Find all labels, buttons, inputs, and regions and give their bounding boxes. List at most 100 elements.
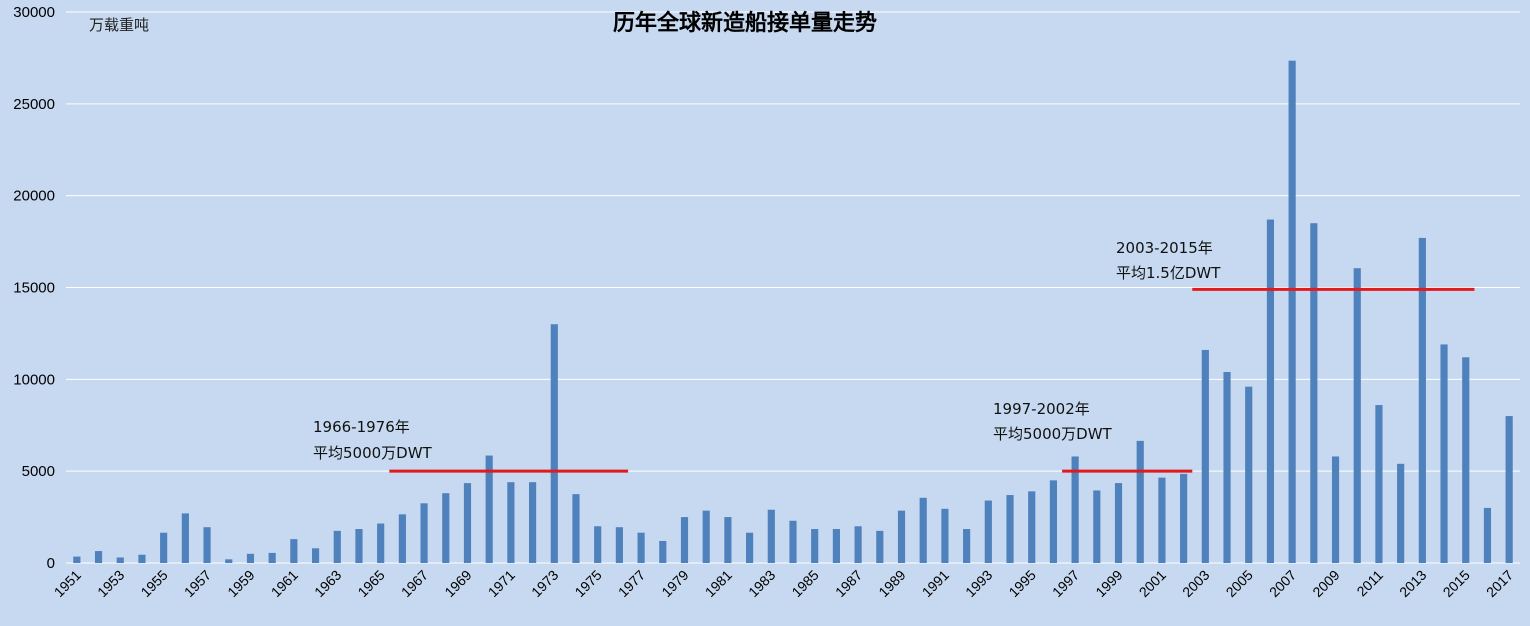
x-tick-label-1973: 1973: [528, 567, 561, 600]
y-tick-label-0: 0: [47, 555, 55, 572]
x-tick-label-2001: 2001: [1136, 567, 1169, 600]
x-tick-label-1969: 1969: [441, 567, 474, 600]
average-lines: [389, 287, 1475, 473]
bar-1990: [919, 497, 927, 563]
bar-2003: [1201, 349, 1209, 563]
bar-1968: [442, 493, 450, 563]
bar-1952: [94, 551, 103, 563]
y-tick-label-25000: 25000: [13, 96, 55, 113]
bar-2015: [1462, 357, 1470, 563]
bar-1989: [897, 510, 906, 563]
bar-2002: [1180, 473, 1188, 563]
bar-1992: [963, 529, 971, 563]
x-tick-label-1975: 1975: [571, 567, 604, 600]
bar-2014: [1440, 344, 1448, 563]
bar-1976: [615, 527, 623, 563]
bar-1984: [789, 520, 797, 563]
x-tick-label-1995: 1995: [1005, 567, 1038, 600]
bar-1959: [246, 553, 255, 563]
bar-1960: [268, 552, 276, 563]
annotation-1-text: 平均5000万DWT: [313, 444, 433, 462]
bar-1970: [485, 455, 493, 563]
bar-1981: [724, 517, 732, 563]
x-tick-label-2017: 2017: [1483, 567, 1516, 600]
bar-1998: [1093, 490, 1101, 563]
bar-2013: [1418, 237, 1426, 563]
y-tick-label-15000: 15000: [13, 280, 55, 297]
bar-1983: [767, 509, 775, 563]
bar-1994: [1006, 495, 1014, 563]
bar-2004: [1223, 371, 1231, 563]
x-tick-label-1965: 1965: [354, 567, 387, 600]
annotation-3-text: 平均1.5亿DWT: [1116, 264, 1221, 282]
x-tick-label-2007: 2007: [1266, 567, 1299, 600]
bar-1991: [941, 508, 949, 563]
bar-1993: [984, 500, 992, 563]
annotation-1-period: 1966-1976年: [313, 418, 410, 436]
bar-1985: [811, 529, 819, 563]
bar-2016: [1483, 507, 1492, 563]
bar-1988: [876, 530, 884, 563]
x-tick-label-1957: 1957: [181, 567, 214, 600]
x-tick-label-1993: 1993: [962, 567, 995, 600]
bar-1975: [594, 526, 602, 563]
bar-1987: [854, 526, 862, 563]
x-axis-ticks: 1951 1953 1955 1957 1959 1961 1963 1965 1967 1969…: [51, 567, 1517, 600]
bar-2009: [1331, 456, 1340, 563]
x-tick-label-1967: 1967: [398, 567, 431, 600]
bar-1957: [203, 527, 211, 563]
x-tick-label-1971: 1971: [485, 567, 518, 600]
x-tick-label-2013: 2013: [1396, 567, 1429, 600]
bar-1986: [832, 529, 840, 563]
x-tick-label-1959: 1959: [224, 567, 257, 600]
x-tick-label-1991: 1991: [919, 567, 952, 600]
bar-1997: [1071, 456, 1079, 563]
bar-2000: [1136, 440, 1144, 563]
bars: [73, 60, 1513, 564]
bar-2011: [1375, 405, 1383, 563]
bar-1978: [659, 540, 667, 563]
bar-1956: [181, 513, 189, 563]
bar-2007: [1288, 60, 1296, 564]
bar-2006: [1266, 219, 1275, 563]
bar-1982: [746, 532, 754, 563]
bar-2008: [1310, 223, 1318, 563]
bar-1958: [225, 559, 233, 563]
bar-1961: [290, 539, 298, 563]
bar-1979: [680, 517, 689, 563]
bar-1962: [311, 548, 320, 563]
x-tick-label-1987: 1987: [832, 567, 865, 600]
annotation-2-text: 平均5000万DWT: [993, 425, 1113, 443]
x-tick-label-1951: 1951: [51, 567, 84, 600]
x-tick-label-1983: 1983: [745, 567, 778, 600]
annotation-3-period: 2003-2015年: [1116, 239, 1213, 257]
bar-1977: [637, 532, 645, 563]
x-tick-label-2015: 2015: [1440, 567, 1473, 600]
gridlines: [66, 11, 1520, 564]
x-tick-label-1977: 1977: [615, 567, 648, 600]
y-tick-label-30000: 30000: [13, 4, 55, 21]
bar-1973: [550, 324, 558, 563]
chart-title: 历年全球新造船接单量走势: [613, 10, 877, 36]
bar-1963: [333, 530, 341, 563]
x-tick-label-2011: 2011: [1353, 567, 1386, 600]
bar-2001: [1158, 477, 1166, 563]
x-tick-label-1997: 1997: [1049, 567, 1082, 600]
bar-1999: [1114, 483, 1123, 563]
bar-1969: [463, 483, 472, 563]
bar-2012: [1397, 463, 1405, 563]
x-tick-label-1953: 1953: [94, 567, 127, 600]
bar-1972: [529, 482, 537, 563]
bar-1966: [398, 514, 406, 563]
y-tick-label-5000: 5000: [22, 463, 55, 480]
bar-1974: [572, 494, 580, 563]
x-tick-label-1989: 1989: [875, 567, 908, 600]
x-tick-label-1999: 1999: [1092, 567, 1125, 600]
bar-1964: [355, 529, 363, 563]
bar-1967: [420, 503, 428, 563]
x-tick-label-2003: 2003: [1179, 567, 1212, 600]
x-tick-label-1979: 1979: [658, 567, 691, 600]
bar-1954: [138, 554, 146, 563]
bar-2005: [1245, 386, 1253, 563]
